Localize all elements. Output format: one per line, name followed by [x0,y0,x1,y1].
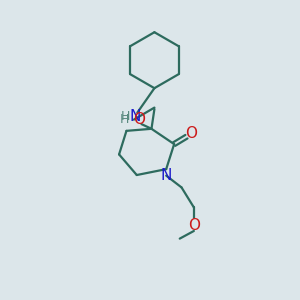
Text: N: N [160,168,172,183]
Text: O: O [185,126,197,141]
Text: O: O [133,112,145,127]
Text: H: H [119,112,129,126]
Text: H: H [121,110,130,123]
Text: O: O [188,218,200,232]
Text: N: N [129,109,140,124]
